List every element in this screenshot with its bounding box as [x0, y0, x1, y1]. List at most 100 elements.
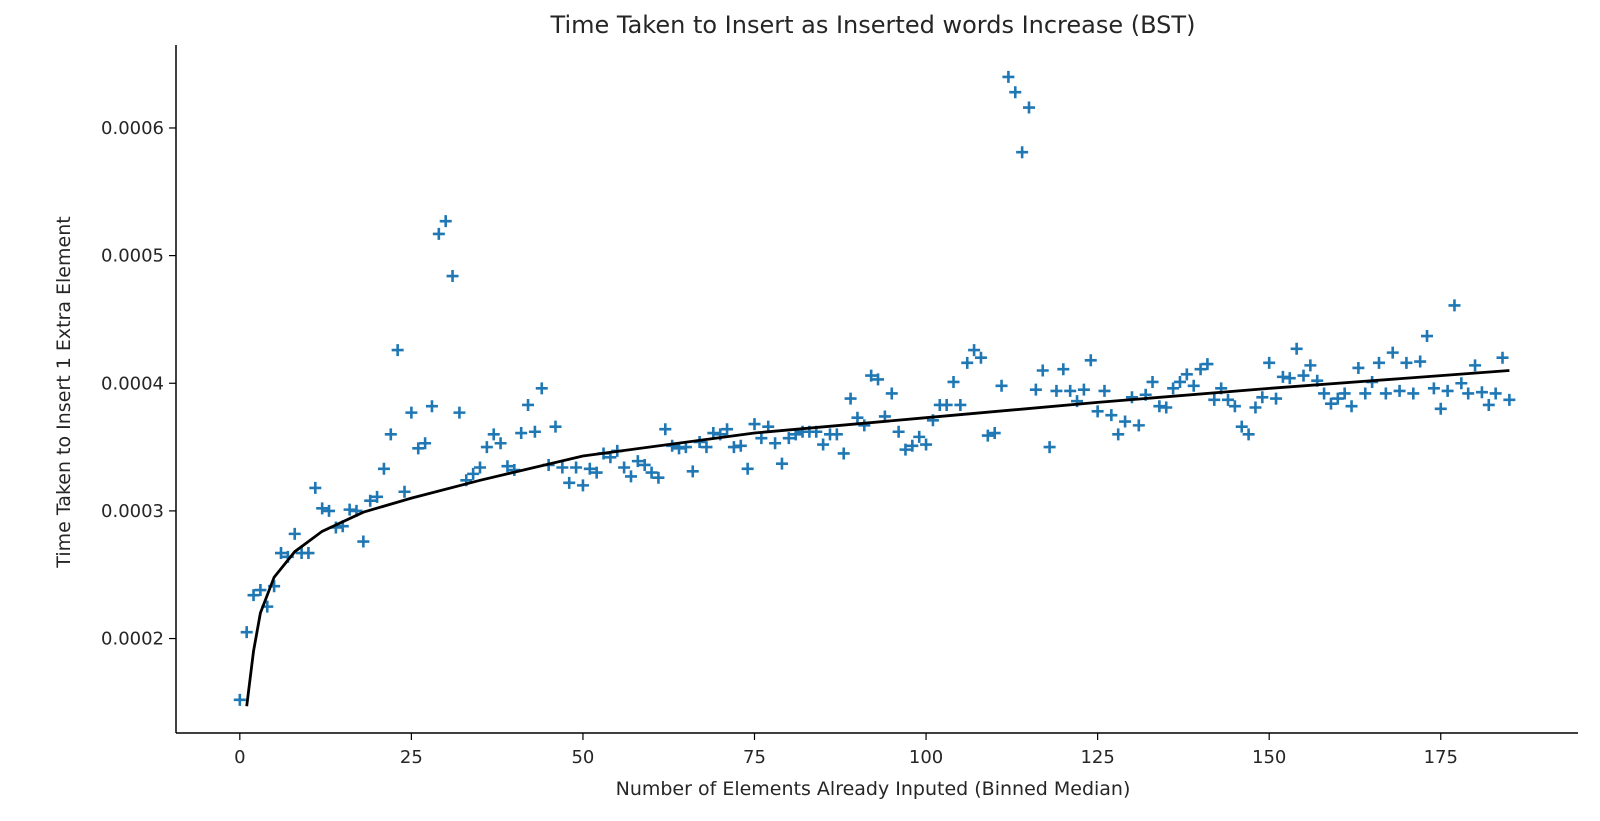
data-point — [1009, 86, 1022, 99]
data-point — [446, 270, 459, 283]
data-point — [1304, 359, 1317, 372]
data-point — [940, 398, 953, 411]
data-point — [1482, 398, 1495, 411]
data-point — [1222, 393, 1235, 406]
fit-curve — [245, 369, 1510, 707]
data-point — [425, 400, 438, 413]
data-point — [659, 423, 672, 436]
data-markers — [233, 70, 1516, 706]
y-tick-label: 0.0004 — [101, 373, 164, 394]
data-point — [1029, 383, 1042, 396]
data-point — [899, 443, 912, 456]
data-point — [1318, 387, 1331, 400]
data-point — [501, 460, 514, 473]
data-point — [1167, 382, 1180, 395]
data-point — [254, 584, 267, 597]
data-point — [1290, 342, 1303, 355]
data-point — [1023, 101, 1035, 114]
data-point — [576, 479, 589, 492]
data-point — [1414, 355, 1427, 368]
data-point — [906, 439, 919, 452]
data-point — [467, 467, 480, 480]
data-point — [528, 425, 541, 438]
data-point — [323, 504, 336, 517]
data-point — [1434, 402, 1447, 415]
data-point — [817, 438, 830, 451]
x-tick-label: 100 — [909, 747, 943, 768]
data-point — [920, 438, 933, 451]
data-point — [1345, 400, 1358, 413]
data-point — [1180, 368, 1193, 381]
data-point — [1324, 397, 1337, 410]
y-tick-label: 0.0003 — [101, 501, 164, 522]
data-point — [1441, 384, 1454, 397]
data-point — [1331, 392, 1344, 405]
data-point — [1270, 392, 1283, 405]
data-point — [405, 406, 418, 419]
data-point — [954, 398, 967, 411]
data-point — [1077, 383, 1090, 396]
data-point — [1379, 387, 1392, 400]
y-tick-label: 0.0006 — [101, 118, 164, 139]
data-point — [1235, 420, 1248, 433]
data-point — [1036, 364, 1049, 377]
data-point — [1469, 359, 1482, 372]
data-point — [274, 547, 287, 560]
data-point — [638, 458, 651, 471]
data-point — [1016, 146, 1029, 159]
data-point — [1173, 375, 1186, 388]
data-point — [453, 406, 466, 419]
data-point — [302, 547, 315, 560]
data-point — [1105, 409, 1118, 422]
y-axis-label: Time Taken to Insert 1 Extra Element — [53, 216, 75, 568]
data-point — [1475, 386, 1488, 399]
data-point — [1489, 387, 1502, 400]
data-point — [631, 455, 644, 468]
data-point — [487, 428, 500, 441]
data-point — [1084, 354, 1097, 367]
data-point — [851, 411, 864, 424]
data-point — [961, 356, 974, 369]
data-point — [741, 462, 754, 475]
chart-title: Time Taken to Insert as Inserted words I… — [550, 11, 1196, 39]
data-point — [624, 470, 637, 483]
data-point — [782, 432, 795, 445]
data-point — [1359, 387, 1372, 400]
data-point — [700, 441, 713, 454]
data-point — [1194, 363, 1207, 376]
data-point — [439, 215, 452, 228]
data-point — [240, 626, 253, 639]
data-point — [583, 462, 596, 475]
x-tick-label: 125 — [1080, 747, 1114, 768]
data-point — [734, 439, 747, 452]
data-point — [1283, 372, 1296, 385]
data-point — [1263, 356, 1276, 369]
data-point — [377, 462, 390, 475]
x-tick-label: 0 — [234, 747, 245, 768]
data-point — [1338, 387, 1351, 400]
data-point — [1160, 401, 1173, 414]
data-point — [1098, 384, 1111, 397]
data-point — [1249, 401, 1262, 414]
data-point — [247, 589, 260, 602]
x-tick-label: 25 — [400, 747, 423, 768]
data-point — [1187, 379, 1200, 392]
data-point — [1352, 361, 1365, 374]
y-ticks: 0.0002 0.0003 0.0004 0.0005 0.0006 — [101, 118, 176, 650]
data-point — [357, 535, 370, 548]
data-point — [1119, 415, 1132, 428]
data-point — [1372, 356, 1385, 369]
data-point — [1064, 384, 1077, 397]
data-point — [844, 392, 857, 405]
data-point — [755, 432, 768, 445]
data-point — [549, 420, 562, 433]
data-point — [885, 387, 898, 400]
data-point — [872, 373, 885, 386]
data-point — [1393, 384, 1406, 397]
x-tick-label: 150 — [1252, 747, 1286, 768]
data-point — [432, 227, 445, 240]
y-tick-label: 0.0002 — [101, 629, 164, 650]
data-point — [570, 461, 583, 474]
data-point — [988, 427, 1001, 440]
